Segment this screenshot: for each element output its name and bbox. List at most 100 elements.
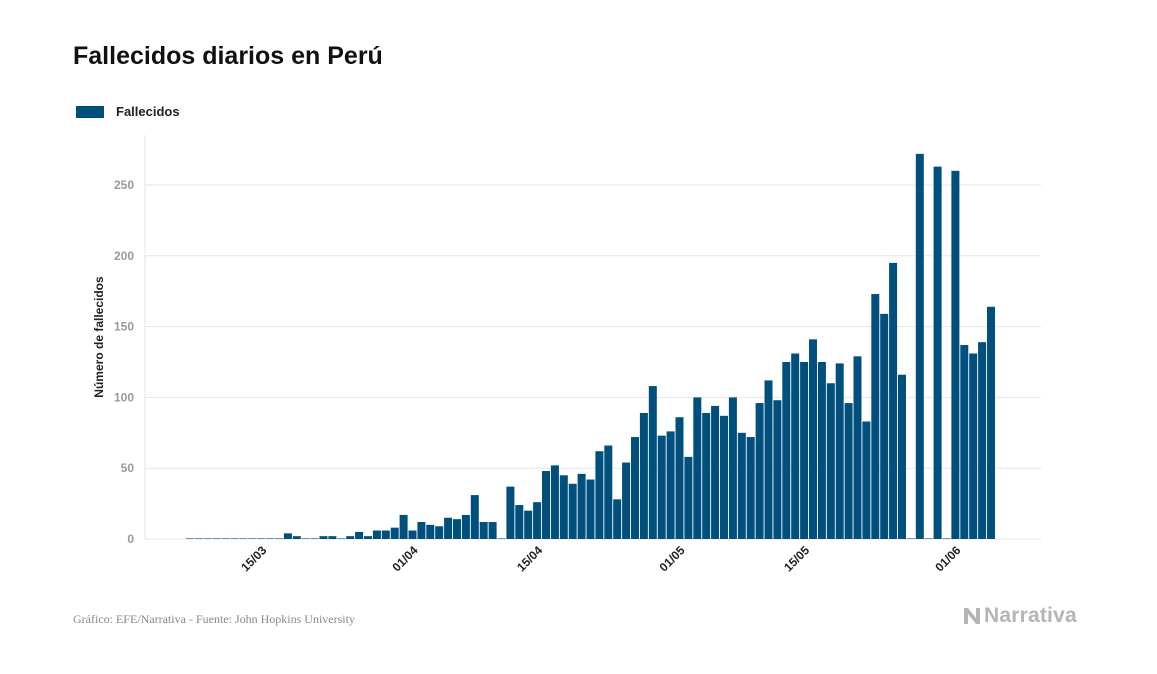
bar (497, 538, 506, 539)
bar (364, 536, 372, 539)
bar (933, 166, 942, 539)
bar (390, 527, 399, 539)
bar (969, 353, 978, 539)
bar (346, 536, 355, 539)
bar (595, 451, 604, 539)
bar (488, 522, 497, 539)
bar (720, 415, 728, 539)
bar (835, 363, 844, 539)
bar (461, 514, 470, 539)
bar (737, 432, 746, 539)
bar (239, 538, 248, 539)
footer-source: Gráfico: EFE/Narrativa - Fuente: John Ho… (73, 612, 355, 626)
bar (898, 374, 906, 539)
bar (826, 383, 835, 539)
bar (711, 405, 720, 539)
bar (408, 530, 417, 539)
bar (301, 538, 310, 539)
bar (889, 262, 898, 539)
bar (372, 530, 381, 539)
bar (292, 536, 301, 539)
bar (693, 397, 702, 539)
bar (862, 421, 871, 539)
bar (728, 397, 737, 539)
bar (381, 530, 390, 539)
bar (702, 412, 711, 539)
bar (435, 526, 444, 539)
bar (194, 538, 203, 539)
bar (782, 362, 791, 539)
bar (221, 538, 230, 539)
bar (880, 313, 889, 539)
bar (675, 417, 684, 539)
narrativa-logo-icon (964, 608, 980, 624)
bar (533, 502, 542, 539)
bar (248, 538, 257, 539)
bar (906, 538, 915, 539)
y-tick-label: 150 (114, 320, 134, 334)
bar (666, 431, 675, 539)
bar (453, 519, 461, 539)
bar (426, 524, 435, 539)
bar (470, 495, 479, 539)
bar (622, 462, 631, 539)
bar (506, 486, 515, 539)
bar (631, 437, 639, 539)
bar (791, 353, 800, 539)
bar (657, 435, 666, 539)
bar (844, 403, 853, 539)
bar (809, 339, 817, 539)
bar (568, 483, 577, 539)
x-tick-label: 15/04 (514, 543, 545, 574)
y-tick-label: 50 (121, 461, 135, 475)
legend: Fallecidos (76, 104, 180, 119)
bar (212, 538, 221, 539)
bar (275, 538, 283, 539)
bar (613, 499, 622, 539)
bar (684, 456, 693, 539)
brand-name: Narrativa (984, 604, 1077, 627)
bar (604, 445, 613, 539)
bar (915, 153, 924, 539)
bar (577, 473, 586, 539)
bar (230, 538, 239, 539)
bar (515, 505, 524, 539)
bar (960, 345, 969, 539)
bar (559, 475, 568, 539)
bar (319, 536, 328, 539)
bar (203, 538, 212, 539)
bar (479, 522, 488, 539)
bar (648, 386, 657, 539)
chart-title: Fallecidos diarios en Perú (73, 42, 383, 70)
x-tick-label: 01/04 (389, 543, 420, 574)
bar (951, 170, 960, 539)
bar (817, 362, 826, 539)
bar (871, 294, 880, 539)
bar (755, 403, 764, 539)
bar (399, 514, 408, 539)
bar (853, 356, 862, 539)
x-tick-label: 01/05 (656, 543, 687, 574)
bar (746, 437, 755, 539)
bar (764, 380, 773, 539)
y-tick-label: 250 (114, 178, 134, 192)
legend-swatch-fallecidos (76, 105, 104, 118)
bar (639, 412, 648, 539)
bar (328, 536, 337, 539)
bar (542, 471, 550, 539)
y-tick-label: 0 (127, 532, 134, 546)
bar-chart: 0 50 100 150 200 250 Número de fallecidos 15/03… (92, 135, 1041, 574)
bar (337, 538, 346, 539)
bar (978, 342, 987, 539)
y-tick-label: 100 (114, 390, 134, 404)
bar (800, 362, 809, 539)
bar (987, 306, 995, 539)
bar (942, 538, 951, 539)
x-tick-label: 15/03 (238, 543, 269, 574)
bar (924, 538, 933, 539)
x-tick-label: 01/06 (932, 543, 963, 574)
bar (266, 538, 275, 539)
bar (444, 517, 453, 539)
brand-logo: Narrativa (963, 604, 1077, 628)
x-tick-label: 15/05 (781, 543, 812, 574)
